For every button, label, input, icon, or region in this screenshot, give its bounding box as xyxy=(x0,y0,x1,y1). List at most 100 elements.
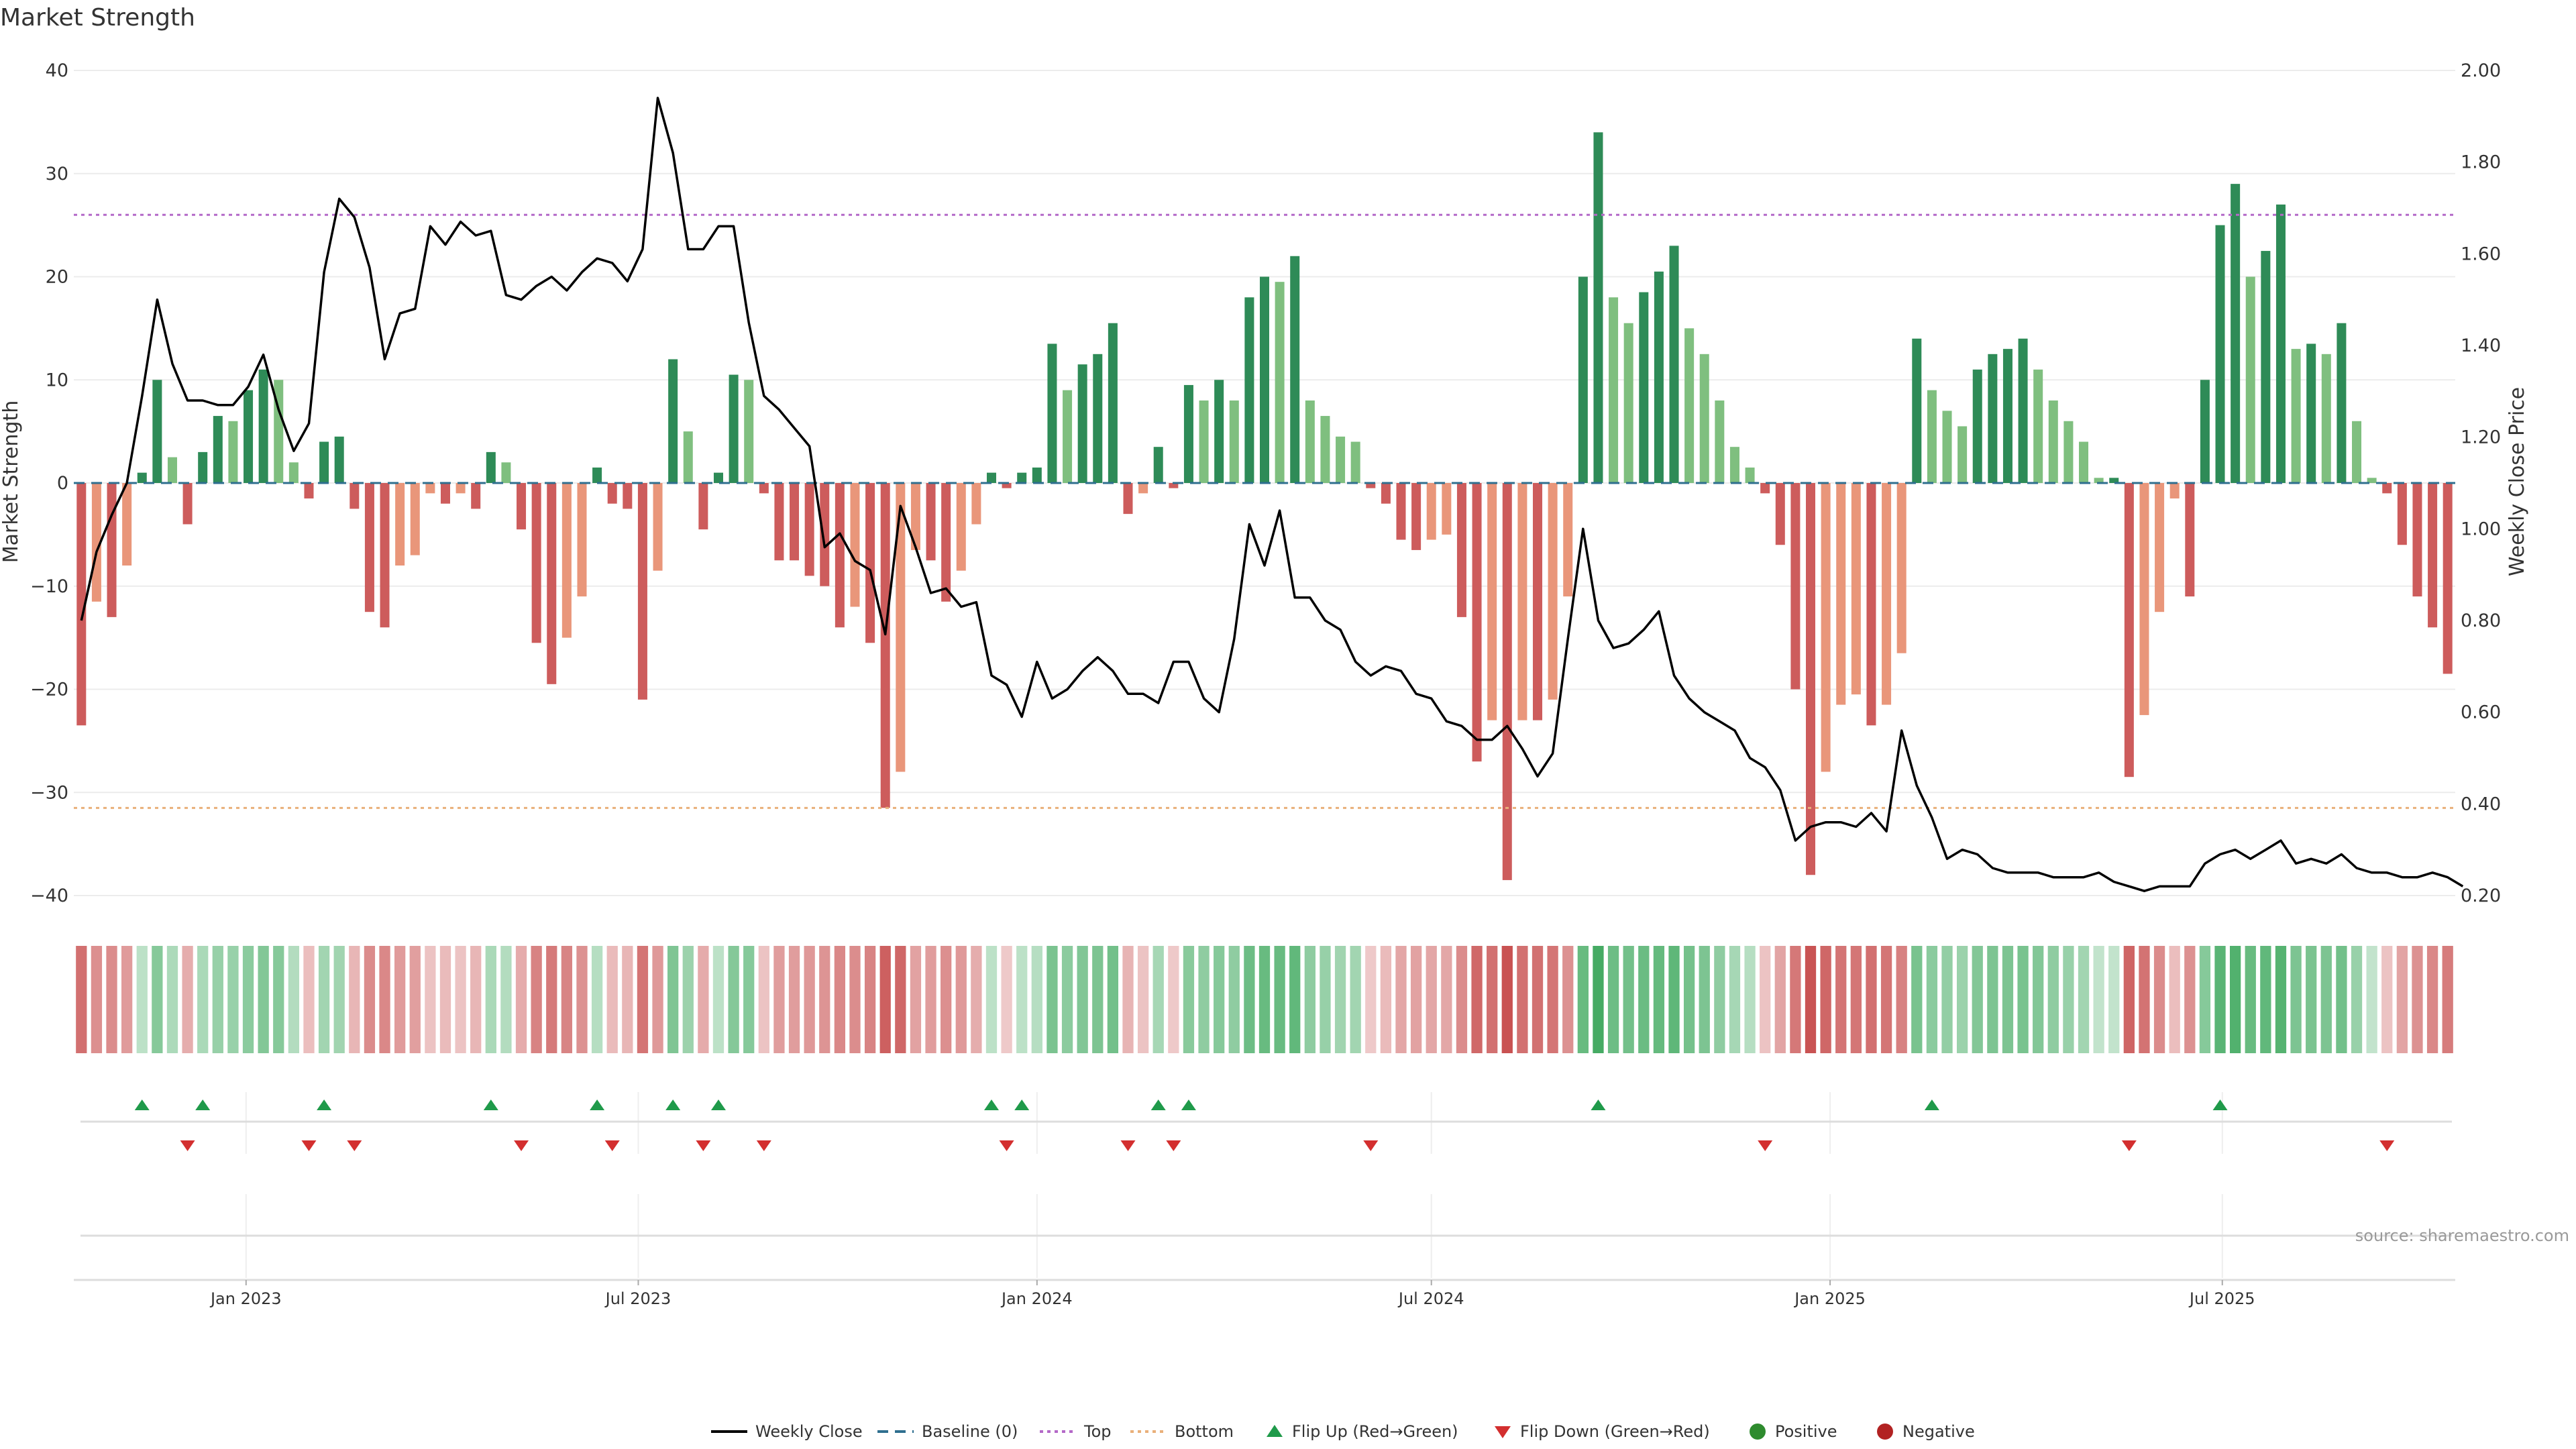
heat-cell xyxy=(2381,946,2393,1053)
strength-bar xyxy=(501,462,511,483)
strength-bar xyxy=(2443,483,2453,674)
strength-bar xyxy=(668,359,678,483)
flip-up-marker xyxy=(1150,1099,1166,1110)
strength-bar xyxy=(517,483,527,530)
heat-cell xyxy=(591,946,603,1053)
heat-cell xyxy=(2426,946,2438,1053)
strength-bar xyxy=(1350,441,1360,483)
strength-bar xyxy=(2018,338,2028,483)
legend-item: Top xyxy=(1040,1422,1112,1441)
heat-cell xyxy=(1744,946,1756,1053)
strength-bar xyxy=(1927,390,1937,483)
heat-cell xyxy=(1214,946,1225,1053)
strength-bar xyxy=(910,483,920,550)
heat-cell xyxy=(1046,946,1058,1053)
strength-bar xyxy=(2215,225,2225,483)
legend-negative-dot xyxy=(1877,1424,1893,1440)
strength-bar xyxy=(288,462,299,483)
y2-tick-label: 1.20 xyxy=(2461,427,2501,448)
strength-bar xyxy=(2124,483,2134,777)
heat-cell xyxy=(485,946,496,1053)
heat-cell xyxy=(2033,946,2044,1053)
strength-bar xyxy=(2245,276,2255,483)
heat-cell xyxy=(425,946,436,1053)
heat-cell xyxy=(227,946,239,1053)
weekly-close-line xyxy=(80,97,2464,892)
heat-cell xyxy=(1456,946,1468,1053)
strength-bar xyxy=(2109,478,2119,483)
chart-title: Market Strength xyxy=(0,4,195,32)
heat-cell xyxy=(2260,946,2271,1053)
legend-label: Top xyxy=(1083,1422,1112,1441)
heat-cell xyxy=(1607,946,1619,1053)
heat-cell xyxy=(682,946,694,1053)
flip-up-marker xyxy=(1924,1099,1939,1110)
heat-cell xyxy=(576,946,588,1053)
heat-cell xyxy=(2184,946,2196,1053)
heat-cell xyxy=(1562,946,1574,1053)
heat-cell xyxy=(515,946,527,1053)
strength-bar xyxy=(1442,483,1452,535)
legend-item: Flip Up (Red→Green) xyxy=(1267,1422,1458,1441)
flip-up-marker xyxy=(1181,1099,1196,1110)
y-tick-label: 20 xyxy=(46,267,68,288)
x-tick-label: Jul 2025 xyxy=(2188,1289,2255,1308)
y2-tick-label: 0.60 xyxy=(2461,702,2501,723)
heat-cell xyxy=(1956,946,1968,1053)
heat-cell xyxy=(561,946,573,1053)
strength-bar xyxy=(1790,483,1801,690)
heat-cell xyxy=(1774,946,1786,1053)
heat-cell xyxy=(152,946,163,1053)
heat-cell xyxy=(788,946,800,1053)
heat-cell xyxy=(1137,946,1149,1053)
strength-bar xyxy=(1806,483,1816,875)
strength-bar xyxy=(1047,343,1057,483)
heat-cell xyxy=(2442,946,2453,1053)
heat-cell xyxy=(1410,946,1422,1053)
strength-bar xyxy=(1032,467,1042,483)
flip-up-marker xyxy=(983,1099,999,1110)
heat-cell xyxy=(804,946,815,1053)
heat-cell xyxy=(2351,946,2363,1053)
legend-item: Negative xyxy=(1877,1422,1975,1441)
heat-cell xyxy=(1835,946,1847,1053)
heat-cell xyxy=(1426,946,1437,1053)
strength-bar xyxy=(1487,483,1497,720)
strength-bar xyxy=(1745,467,1755,483)
strength-bar xyxy=(759,483,769,494)
heat-cell xyxy=(2123,946,2135,1053)
flip-up-marker xyxy=(665,1099,681,1110)
strength-bar xyxy=(637,483,647,700)
strength-bar xyxy=(1882,483,1892,705)
strength-bar xyxy=(1063,390,1073,483)
flip-up-marker xyxy=(134,1099,150,1110)
heat-cell xyxy=(1334,946,1346,1053)
heat-cell xyxy=(606,946,618,1053)
heat-cell xyxy=(971,946,982,1053)
heat-cell xyxy=(1152,946,1164,1053)
y2-axis-label: Weekly Close Price xyxy=(2506,387,2529,576)
strength-bar xyxy=(941,483,951,602)
flip-down-marker xyxy=(2121,1140,2137,1151)
strength-bar xyxy=(1214,380,1224,483)
heat-cell xyxy=(546,946,557,1053)
strength-bar xyxy=(1957,426,1968,483)
heat-cell xyxy=(1365,946,1377,1053)
strength-bar xyxy=(1972,369,1982,483)
heat-cell xyxy=(1380,946,1392,1053)
flip-down-marker xyxy=(1363,1140,1379,1151)
strength-bar xyxy=(167,457,177,483)
heat-cell xyxy=(1532,946,1544,1053)
heat-cell xyxy=(258,946,269,1053)
heat-cell xyxy=(288,946,300,1053)
strength-bar xyxy=(440,483,450,504)
heat-cell xyxy=(439,946,451,1053)
heat-cell xyxy=(1729,946,1741,1053)
heat-cell xyxy=(1866,946,1877,1053)
heat-cell xyxy=(1714,946,1725,1053)
strength-bar xyxy=(896,483,906,772)
heat-cell xyxy=(197,946,209,1053)
strength-bar xyxy=(623,483,633,509)
heat-cell xyxy=(1668,946,1680,1053)
heat-cell xyxy=(743,946,755,1053)
